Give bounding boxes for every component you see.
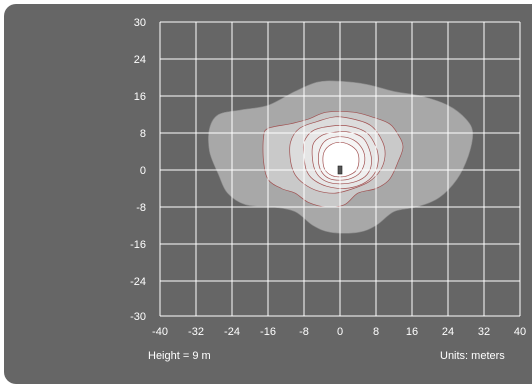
isolux-contour-chart: -40 -32 -24 -16 -8 0 8 16 24 32 40 30 24 16 8 0 -8 -16 -2… — [130, 17, 526, 362]
y-tick-label: -8 — [136, 202, 146, 214]
x-tick-label: 8 — [373, 326, 379, 338]
footer-right-label: Units: meters — [440, 350, 505, 362]
y-tick-label: 30 — [134, 17, 146, 29]
y-tick-label: 0 — [140, 165, 146, 177]
x-tick-label: 24 — [442, 326, 454, 338]
y-tick-label: -30 — [130, 311, 146, 323]
x-tick-label: -24 — [224, 326, 240, 338]
y-tick-label: 8 — [140, 128, 146, 140]
y-tick-label: 16 — [134, 91, 146, 103]
y-tick-label: -16 — [130, 239, 146, 251]
y-tick-label: -24 — [130, 276, 146, 288]
x-tick-label: -40 — [152, 326, 168, 338]
x-tick-label: 40 — [514, 326, 526, 338]
y-tick-label: 24 — [134, 54, 146, 66]
x-tick-label: -8 — [299, 326, 309, 338]
luminaire-marker — [337, 165, 343, 175]
x-tick-label: 32 — [478, 326, 490, 338]
footer-left-label: Height = 9 m — [148, 350, 211, 362]
x-tick-label: -16 — [260, 326, 276, 338]
x-tick-label: 0 — [337, 326, 343, 338]
x-tick-label: -32 — [188, 326, 204, 338]
x-tick-label: 16 — [406, 326, 418, 338]
